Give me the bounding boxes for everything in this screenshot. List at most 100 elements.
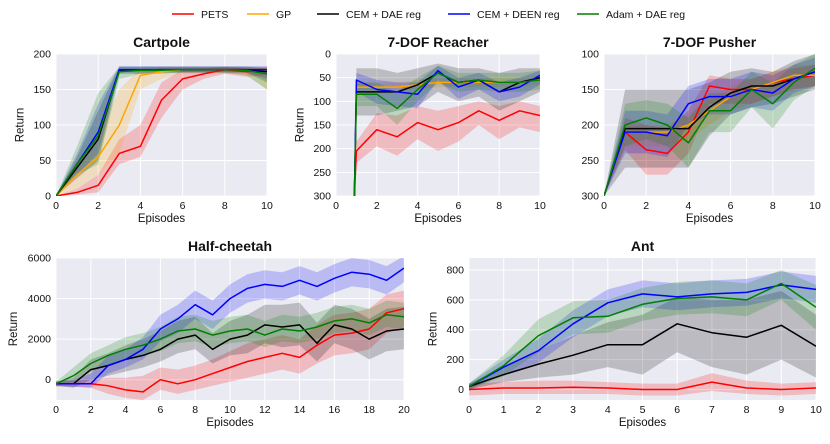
x-tick-label: 8 [770,200,776,212]
y-tick-label: 0 [458,384,464,396]
x-tick-label: 2 [88,404,94,416]
y-tick-label: 0 [325,49,331,61]
band-cem-dae-reg [56,302,404,388]
band-pets [604,64,815,196]
x-tick-label: 0 [466,404,472,416]
line-adam-dae-reg [56,314,404,385]
band-adam-dae-reg [604,54,815,196]
panel-7dof-pusher: 0 2 4 6 8 10 100 150 200 250 300 7-DOF Pusher Episod… [581,34,821,225]
band-gp [604,64,815,196]
y-tick-label: 250 [313,167,331,179]
line-cem-deen-reg [56,267,404,385]
y-tick-label: 2000 [28,334,52,346]
line-pets [604,74,815,196]
x-tick-label: 6 [728,200,734,212]
line-cem-dae-reg [469,323,816,388]
band-cem-deen-reg [604,57,815,196]
y-tick-label: 400 [446,324,464,336]
y-axis-label: Return [294,108,306,143]
x-axis-label: Episodes [619,417,667,429]
y-tick-label: 100 [581,49,599,61]
x-tick-label: 8 [744,404,750,416]
legend-label-cem-dae-reg: CEM + DAE reg [346,9,421,21]
y-tick-label: 0 [45,374,51,386]
y-axis-label: Return [14,108,26,143]
y-tick-label: 0 [45,191,51,203]
x-tick-label: 0 [601,200,607,212]
x-tick-label: 8 [222,200,228,212]
x-axis-label: Episodes [138,213,186,225]
x-tick-label: 18 [363,404,375,416]
x-tick-label: 20 [398,404,410,416]
x-tick-label: 6 [157,404,163,416]
x-tick-label: 2 [535,404,541,416]
chart-title: 7-DOF Reacher [387,34,489,50]
band-pets [469,373,816,396]
x-tick-label: 8 [496,200,502,212]
legend-label-cem-deen-reg: CEM + DEEN reg [477,9,560,21]
x-tick-label: 4 [685,200,691,212]
x-tick-label: 10 [261,200,273,212]
y-tick-label: 200 [313,143,331,155]
line-adam-dae-reg [469,282,816,388]
legend-label-adam-dae-reg: Adam + DAE reg [606,9,685,21]
line-adam-dae-reg [56,68,267,196]
line-adam-dae-reg [353,72,540,196]
x-tick-label: 8 [192,404,198,416]
x-tick-label: 2 [95,200,101,212]
chart-title: Cartpole [133,34,190,50]
chart-title: Half-cheetah [188,238,272,254]
y-tick-label: 150 [581,84,599,96]
line-cem-deen-reg [604,71,815,196]
y-axis-label: Return [427,312,439,347]
chart-title: Ant [631,238,655,254]
y-tick-label: 250 [581,155,599,167]
x-tick-label: 10 [534,200,546,212]
x-axis-label: Episodes [414,213,462,225]
x-tick-label: 2 [374,200,380,212]
x-tick-label: 10 [809,200,821,212]
legend-label-gp: GP [276,9,291,21]
x-tick-label: 4 [415,200,421,212]
x-tick-label: 0 [53,404,59,416]
series-layer [469,270,816,396]
y-tick-label: 300 [313,191,331,203]
band-adam-dae-reg [354,65,540,196]
x-tick-label: 7 [709,404,715,416]
series-layer [56,66,267,196]
y-tick-label: 6000 [28,253,52,265]
y-tick-label: 600 [446,294,464,306]
x-tick-label: 0 [53,200,59,212]
x-axis-label: Episodes [686,213,734,225]
band-cem-deen-reg [354,65,540,196]
x-tick-label: 5 [640,404,646,416]
y-tick-label: 50 [39,155,51,167]
y-tick-label: 100 [33,120,51,132]
chart-title: 7-DOF Pusher [663,34,757,50]
legend-label-pets: PETS [201,9,228,21]
x-tick-label: 4 [123,404,129,416]
x-tick-label: 14 [294,404,306,416]
band-pets [56,66,267,196]
panel-half-cheetah: 0 2 4 6 8 10 12 14 16 18 20 0 2000 4000 6000 Half-cheet… [8,238,410,429]
band-adam-dae-reg [56,300,404,386]
y-tick-label: 100 [313,96,331,108]
panel-cartpole: 0 2 4 6 8 10050100150200CartpoleEpisodesRetur… [14,34,273,225]
band-cem-dae-reg [469,290,816,390]
line-pets [353,110,540,196]
band-pets [56,290,404,400]
x-tick-label: 10 [810,404,822,416]
band-gp [56,66,267,196]
x-tick-label: 4 [605,404,611,416]
band-cem-dae-reg [604,54,815,196]
x-tick-label: 0 [333,200,339,212]
x-axis-label: Episodes [206,417,254,429]
x-tick-label: 4 [137,200,143,212]
line-cem-dae-reg [604,71,815,196]
y-axis-label: Return [8,312,20,347]
y-tick-label: 50 [319,72,331,84]
series-layer [353,63,540,196]
x-tick-label: 12 [259,404,271,416]
